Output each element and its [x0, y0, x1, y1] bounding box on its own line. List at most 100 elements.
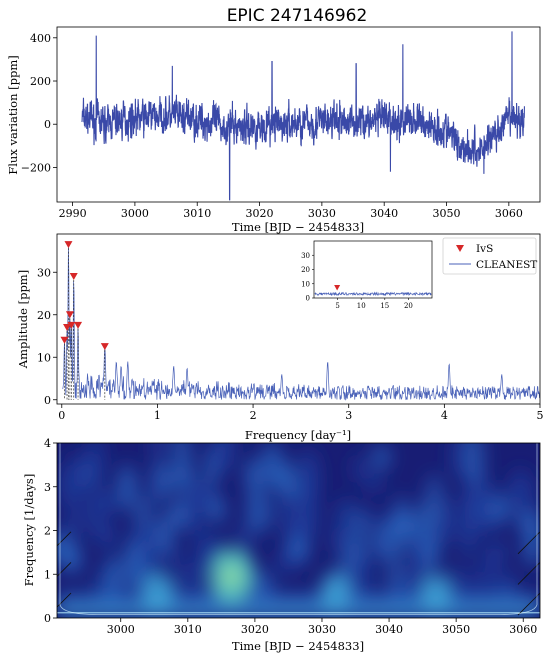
wavelet-panel: 3000 3010 3020 3030 3040 3050 3060 0 1 2 3 4 Time … [22, 437, 541, 653]
coi-hatch-right [517, 531, 540, 555]
periodogram-frame [56, 233, 541, 405]
ivs-marker [63, 324, 72, 331]
x-tick-label: 3060 [509, 623, 537, 636]
inset-y-tick-label: 0 [306, 295, 310, 303]
wavelet-blob [170, 545, 185, 602]
ivs-marker [74, 321, 83, 329]
wavelet-blob [109, 494, 125, 515]
x-tick-label: 3010 [183, 207, 211, 220]
periodogram-y-label: Amplitude [ppm] [16, 270, 30, 369]
coi-hatch-left [57, 562, 72, 577]
wavelet-blob [500, 571, 516, 596]
wavelet-blob [246, 488, 270, 535]
periodogram-series [60, 241, 540, 401]
y-tick-label: 0 [44, 612, 51, 625]
legend-label-cleanest: CLEANEST [476, 259, 537, 271]
wavelet-blob [71, 467, 88, 498]
wavelet-blob [256, 572, 274, 600]
coi-hatch-right [517, 592, 540, 616]
y-tick-label: 0 [44, 394, 51, 407]
wavelet-y-ticks: 0 1 2 3 4 [44, 437, 57, 625]
x-tick-label: 3050 [433, 207, 461, 220]
wavelet-y-label: Frequency [1/days] [22, 474, 36, 587]
x-tick-label: 3020 [241, 623, 269, 636]
wavelet-peak [225, 567, 238, 586]
x-tick-label: 3000 [107, 623, 135, 636]
wavelet-blob [372, 444, 390, 471]
x-tick-label: 3030 [308, 623, 336, 636]
periodogram-y-ticks: 0 10 20 30 [37, 266, 57, 407]
wavelet-blob [277, 460, 296, 497]
wavelet-blob [299, 493, 319, 541]
coi-hatch-left [57, 531, 72, 547]
periodogram-legend: IvS CLEANEST [442, 237, 537, 275]
wavelet-blob [353, 454, 366, 483]
light-curve-frame [56, 26, 541, 203]
wavelet-blob [175, 443, 189, 485]
wavelet-blob [86, 443, 105, 487]
x-tick-label: 3000 [121, 207, 149, 220]
cleanest-line [62, 247, 540, 401]
inset-marker [334, 285, 341, 291]
ivs-marker [100, 343, 109, 351]
wavelet-blob [64, 516, 82, 544]
wavelet-blob [386, 547, 403, 607]
wavelet-blob [510, 475, 535, 503]
wavelet-blob [262, 443, 282, 491]
wavelet-blob [394, 510, 413, 538]
cone-of-influence [59, 443, 538, 615]
legend-marker-ivs [456, 245, 464, 252]
x-tick-label: 2990 [59, 207, 87, 220]
wavelet-blob [208, 446, 226, 472]
wavelet-blob [148, 468, 164, 515]
wavelet-hotspot [421, 574, 451, 614]
wavelet-blob [245, 457, 262, 496]
wavelet-blob [106, 555, 121, 607]
y-tick-label: 0 [44, 118, 51, 131]
light-curve-x-ticks: 2990 3000 3010 3020 3030 3040 3050 3060 [59, 202, 523, 220]
wavelet-blob [184, 476, 201, 535]
wavelet-blob [488, 539, 508, 564]
ivs-marker [60, 336, 69, 344]
wavelet-blob [123, 539, 143, 592]
x-tick-label: 2 [250, 409, 257, 422]
inset-line [314, 291, 432, 297]
flux-line [81, 31, 525, 201]
figure-title: EPIC 247146962 [227, 6, 368, 26]
wavelet-blob [133, 494, 151, 529]
inset-y-tick-label: 30 [301, 252, 310, 260]
wavelet-blob [480, 556, 498, 602]
coi-hatch-right [517, 562, 540, 585]
y-tick-label: 200 [30, 75, 51, 88]
y-tick-label: −200 [21, 161, 51, 174]
ivs-marker [67, 321, 76, 329]
wavelet-blob [151, 443, 167, 468]
inset-y-tick-label: 10 [301, 280, 310, 288]
wavelet-blob [464, 443, 485, 484]
wavelet-blob [273, 549, 298, 577]
light-curve-y-label: Flux variation [ppm] [6, 55, 20, 174]
y-tick-label: 3 [44, 481, 51, 494]
y-tick-label: 400 [30, 32, 51, 45]
y-tick-label: 2 [44, 525, 51, 538]
x-tick-label: 3020 [246, 207, 274, 220]
wavelet-hotspot [142, 573, 174, 615]
wavelet-blob [94, 485, 110, 518]
y-tick-label: 10 [37, 351, 51, 364]
inset-x-tick-label: 5 [335, 302, 339, 310]
wavelet-hotspot [320, 572, 351, 612]
x-tick-label: 5 [537, 409, 544, 422]
y-tick-label: 1 [44, 568, 51, 581]
x-tick-label: 3060 [495, 207, 523, 220]
wavelet-x-ticks: 3000 3010 3020 3030 3040 3050 3060 [107, 618, 537, 636]
light-curve-y-ticks: −200 0 200 400 [21, 32, 57, 174]
y-tick-label: 20 [37, 309, 51, 322]
wavelet-blob [209, 496, 225, 524]
x-tick-label: 3 [345, 409, 352, 422]
x-tick-label: 1 [154, 409, 161, 422]
light-curve-panel: 2990 3000 3010 3020 3030 3040 3050 3060 −200 0 20… [6, 26, 541, 234]
light-curve-series [81, 31, 525, 201]
wavelet-bottom-band [57, 608, 540, 616]
x-tick-label: 3040 [370, 207, 398, 220]
